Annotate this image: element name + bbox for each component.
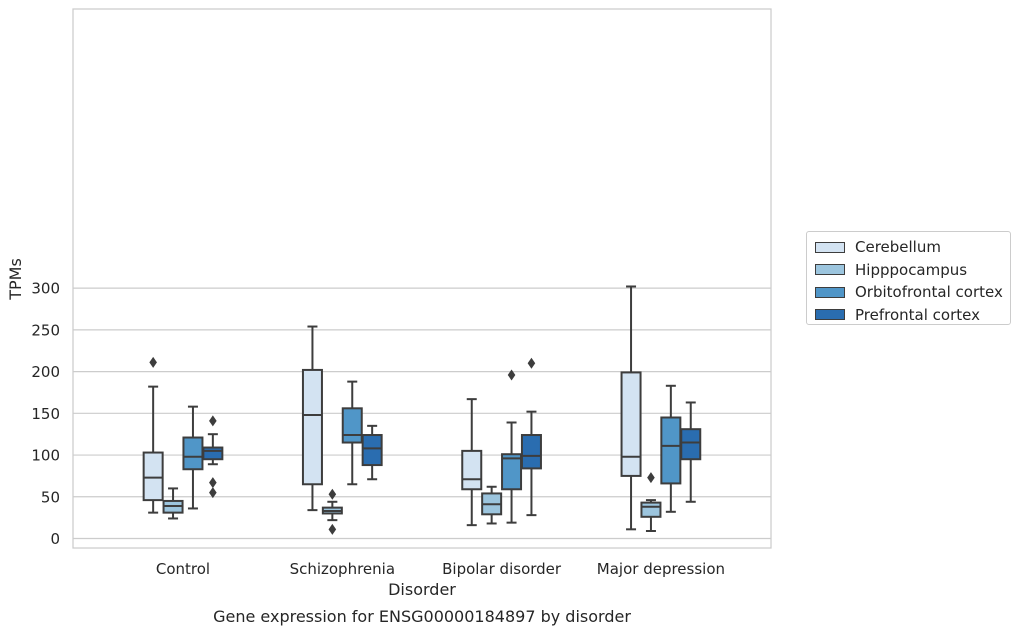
box-iqr bbox=[680, 428, 702, 461]
box-cerebellum bbox=[142, 356, 164, 514]
y-tick-label: 100 bbox=[31, 447, 60, 465]
box-iqr bbox=[461, 449, 483, 491]
x-tick-label: Major depression bbox=[597, 560, 725, 578]
boxes bbox=[142, 285, 702, 535]
outlier-point bbox=[328, 523, 337, 535]
outlier-point bbox=[209, 415, 217, 427]
box-orbitofrontal-cortex bbox=[341, 380, 363, 486]
y-tick-label: 300 bbox=[31, 280, 60, 298]
outlier-point bbox=[209, 487, 217, 499]
box-prefrontal-cortex bbox=[680, 401, 702, 503]
legend-item: Cerebellum bbox=[815, 236, 1002, 259]
box-iqr bbox=[341, 407, 363, 444]
box-orbitofrontal-cortex bbox=[501, 369, 523, 524]
box-iqr bbox=[640, 501, 662, 518]
y-tick-label: 50 bbox=[41, 488, 60, 506]
y-axis-ticks: 0 50 100 150 200 250 300 bbox=[31, 280, 60, 548]
outlier-point bbox=[507, 369, 516, 381]
legend-label: Hipppocampus bbox=[855, 260, 968, 279]
box-orbitofrontal-cortex bbox=[660, 384, 682, 513]
x-tick-label: Bipolar disorder bbox=[442, 560, 562, 578]
legend-label: Prefrontal cortex bbox=[855, 305, 980, 324]
plot-frame bbox=[72, 8, 772, 549]
legend: Cerebellum Hipppocampus Orbitofrontal cort… bbox=[806, 231, 1011, 325]
y-tick-label: 200 bbox=[31, 363, 60, 381]
box-iqr bbox=[361, 434, 383, 467]
box-iqr bbox=[620, 371, 642, 477]
outlier-point bbox=[209, 477, 217, 489]
box-prefrontal-cortex bbox=[202, 415, 224, 499]
box-iqr bbox=[182, 436, 204, 471]
box-iqr bbox=[142, 451, 164, 502]
legend-label: Orbitofrontal cortex bbox=[855, 283, 1003, 302]
box-prefrontal-cortex bbox=[361, 424, 383, 481]
x-axis-ticks: Control Schizophrenia Bipolar disorder Majo… bbox=[156, 560, 725, 578]
outlier-point bbox=[647, 472, 655, 484]
box-hipppocampus bbox=[321, 488, 343, 535]
legend-swatch bbox=[815, 309, 845, 321]
legend-swatch bbox=[815, 286, 845, 298]
box-hipppocampus bbox=[162, 487, 184, 520]
legend-item: Orbitofrontal cortex bbox=[815, 281, 1003, 304]
box-iqr bbox=[301, 368, 323, 486]
box-hipppocampus bbox=[640, 472, 662, 532]
box-cerebellum bbox=[461, 398, 483, 527]
y-tick-label: 150 bbox=[31, 405, 60, 423]
box-iqr bbox=[501, 453, 523, 491]
outlier-point bbox=[527, 357, 536, 369]
y-axis-label: TPMs bbox=[6, 258, 25, 301]
box-iqr bbox=[520, 434, 542, 470]
outlier-point bbox=[328, 488, 337, 500]
box-hipppocampus bbox=[481, 485, 503, 525]
box-iqr bbox=[202, 446, 224, 461]
legend-label: Cerebellum bbox=[855, 238, 941, 257]
y-tick-label: 0 bbox=[50, 530, 60, 548]
box-orbitofrontal-cortex bbox=[182, 405, 204, 510]
x-tick-label: Control bbox=[156, 560, 210, 578]
box-iqr bbox=[660, 416, 682, 485]
box-prefrontal-cortex bbox=[520, 357, 542, 517]
box-cerebellum bbox=[301, 325, 323, 512]
box-cerebellum bbox=[620, 285, 642, 531]
legend-swatch bbox=[815, 241, 845, 253]
legend-item: Hipppocampus bbox=[815, 259, 1002, 282]
x-tick-label: Schizophrenia bbox=[290, 560, 395, 578]
legend-swatch bbox=[815, 264, 845, 276]
chart-caption: Gene expression for ENSG00000184897 by d… bbox=[213, 607, 631, 626]
y-tick-label: 250 bbox=[31, 321, 60, 339]
x-axis-label: Disorder bbox=[388, 580, 456, 599]
outlier-point bbox=[149, 356, 157, 368]
legend-item: Prefrontal cortex bbox=[815, 304, 1002, 327]
